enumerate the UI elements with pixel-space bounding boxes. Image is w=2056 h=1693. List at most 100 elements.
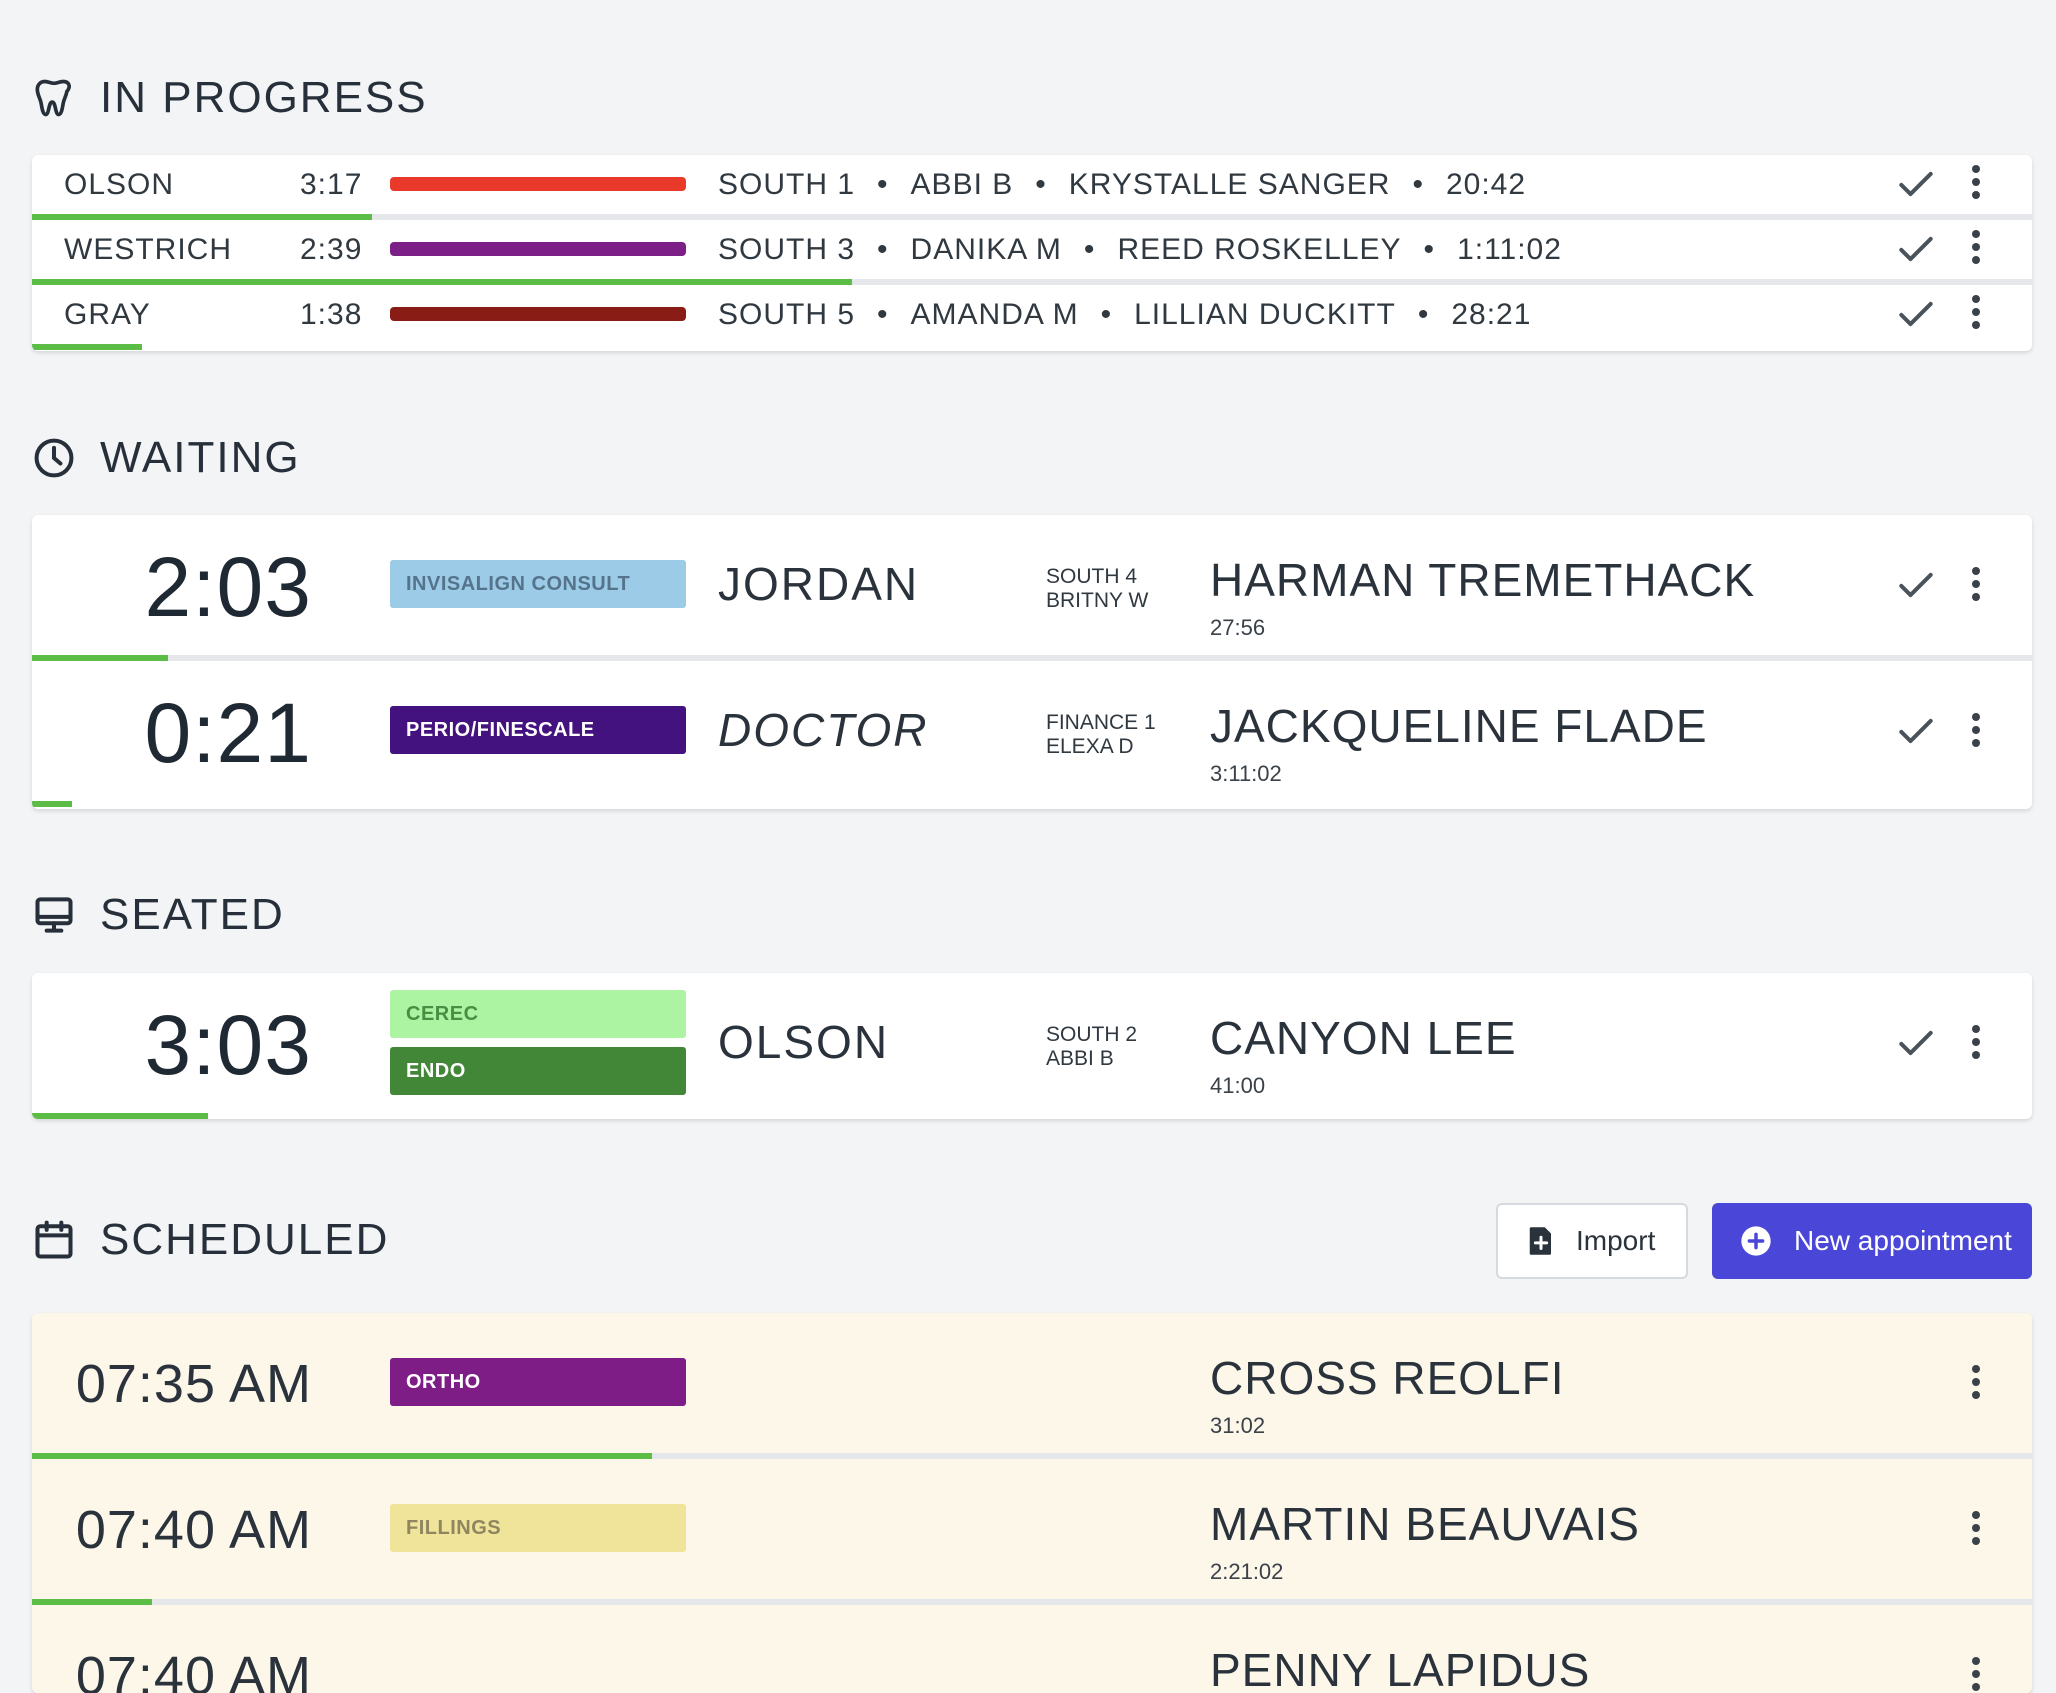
import-button[interactable]: Import xyxy=(1496,1203,1688,1279)
in-progress-row[interactable]: GRAY 1:38 SOUTH 5 • AMANDA M • LILLIAN DUCKI… xyxy=(32,285,2032,350)
patient-name: REED ROSKELLEY xyxy=(1117,233,1402,266)
complete-button[interactable] xyxy=(1894,709,1938,758)
assistant: AMANDA M xyxy=(910,298,1079,331)
in-progress-row[interactable]: WESTRICH 2:39 SOUTH 3 • DANIKA M • REED ROSK… xyxy=(32,220,2032,285)
assistant: DANIKA M xyxy=(910,233,1062,266)
duration: 20:42 xyxy=(1445,168,1527,201)
tooth-icon xyxy=(35,79,71,117)
room: SOUTH 1 xyxy=(718,168,856,201)
progress-bar xyxy=(32,1453,652,1459)
seated-row[interactable]: 3:03 CEREC ENDO OLSON SOUTH 2 ABBI B CANY… xyxy=(32,973,2032,1119)
scheduled-row[interactable]: 07:40 AM PENNY LAPIDUS xyxy=(32,1605,2032,1693)
provider-name: WESTRICH xyxy=(64,233,232,266)
more-options-button[interactable] xyxy=(1972,230,1982,269)
waiting-row[interactable]: 0:21 PERIO/FINESCALE DOCTOR FINANCE 1 ELE… xyxy=(32,661,2032,807)
waiting-row[interactable]: 2:03 INVISALIGN CONSULT JORDAN SOUTH 4 BR… xyxy=(32,515,2032,661)
procedure-tag: ORTHO xyxy=(390,1358,686,1406)
calendar-icon xyxy=(35,1220,73,1259)
elapsed-time: 2:39 xyxy=(300,233,363,266)
separator-dot: • xyxy=(1412,168,1424,201)
more-options-button[interactable] xyxy=(1972,1657,1982,1693)
room: SOUTH 5 xyxy=(718,298,856,331)
assistant: BRITNY W xyxy=(1046,589,1149,612)
section-title: SCHEDULED xyxy=(100,1215,390,1264)
section-title: IN PROGRESS xyxy=(100,73,428,122)
room: SOUTH 3 xyxy=(718,233,856,266)
more-options-button[interactable] xyxy=(1972,567,1982,606)
section-title: WAITING xyxy=(100,433,301,482)
seated-card: 3:03 CEREC ENDO OLSON SOUTH 2 ABBI B CANY… xyxy=(32,973,2032,1119)
section-title: SEATED xyxy=(100,890,285,939)
waiting-card: 2:03 INVISALIGN CONSULT JORDAN SOUTH 4 BR… xyxy=(32,515,2032,809)
procedure-tag: PERIO/FINESCALE xyxy=(390,706,686,754)
progress-bar xyxy=(32,801,72,807)
elapsed-time: 3:17 xyxy=(300,168,363,201)
seated-heading: SEATED xyxy=(32,885,285,945)
scheduled-card: 07:35 AM ORTHO CROSS REOLFI 31:02 07:40 … xyxy=(32,1313,2032,1693)
procedure-tag: CEREC xyxy=(390,990,686,1038)
check-icon xyxy=(1899,1030,1933,1056)
patient-name: MARTIN BEAUVAIS xyxy=(1210,1498,1640,1550)
separator-dot: • xyxy=(877,233,889,266)
waiting-heading: WAITING xyxy=(32,428,301,488)
patient-name: LILLIAN DUCKITT xyxy=(1134,298,1396,331)
scheduled-row[interactable]: 07:35 AM ORTHO CROSS REOLFI 31:02 xyxy=(32,1313,2032,1459)
provider-name: OLSON xyxy=(718,1016,890,1068)
clock-icon xyxy=(34,438,74,478)
room-assistant: FINANCE 1 ELEXA D xyxy=(1046,711,1156,759)
complete-button[interactable] xyxy=(1894,292,1938,341)
separator-dot: • xyxy=(1100,298,1113,331)
more-options-button[interactable] xyxy=(1972,713,1982,752)
appointment-meta: SOUTH 1 • ABBI B • KRYSTALLE SANGER • 20:42 xyxy=(718,155,1526,214)
procedure-tag: ENDO xyxy=(390,1047,686,1095)
duration: 28:21 xyxy=(1451,298,1532,331)
complete-button[interactable] xyxy=(1894,563,1938,612)
procedure-color-bar xyxy=(390,242,686,256)
import-label: Import xyxy=(1576,1225,1656,1256)
provider-name: JORDAN xyxy=(718,558,920,610)
provider-name: GRAY xyxy=(64,298,151,331)
wait-timer: 0:21 xyxy=(144,686,312,780)
complete-button[interactable] xyxy=(1894,227,1938,276)
scheduled-heading: SCHEDULED xyxy=(32,1210,389,1270)
more-options-button[interactable] xyxy=(1972,295,1982,334)
provider-name: DOCTOR xyxy=(718,704,929,756)
patient-name: JACKQUELINE FLADE xyxy=(1210,700,1708,752)
room: SOUTH 4 xyxy=(1046,565,1138,588)
progress-bar xyxy=(32,344,142,350)
plus-circle-icon xyxy=(1741,1226,1771,1256)
check-icon xyxy=(1899,301,1933,327)
duration: 2:21:02 xyxy=(1210,1559,1284,1584)
more-options-button[interactable] xyxy=(1972,1025,1982,1064)
separator-dot: • xyxy=(1035,168,1047,201)
appointment-meta: SOUTH 5 • AMANDA M • LILLIAN DUCKITT • 28:21 xyxy=(718,285,1531,344)
check-icon xyxy=(1899,718,1933,744)
appointment-meta: SOUTH 3 • DANIKA M • REED ROSKELLEY • 1:11:02 xyxy=(718,220,1562,279)
complete-button[interactable] xyxy=(1894,1021,1938,1070)
procedure-tag: FILLINGS xyxy=(390,1504,686,1552)
provider-name: OLSON xyxy=(64,168,175,201)
elapsed-time: 1:38 xyxy=(300,298,363,331)
scheduled-row[interactable]: 07:40 AM FILLINGS MARTIN BEAUVAIS 2:21:0… xyxy=(32,1459,2032,1605)
wait-timer: 2:03 xyxy=(144,540,312,634)
complete-button[interactable] xyxy=(1894,162,1938,211)
patient-name: PENNY LAPIDUS xyxy=(1210,1644,1591,1693)
new-appointment-button[interactable]: New appointment xyxy=(1712,1203,2032,1279)
check-icon xyxy=(1899,572,1933,598)
separator-dot: • xyxy=(1417,298,1430,331)
more-options-button[interactable] xyxy=(1972,165,1982,204)
progress-bar xyxy=(32,1113,208,1119)
more-options-button[interactable] xyxy=(1972,1365,1982,1404)
check-icon xyxy=(1899,171,1933,197)
more-options-button[interactable] xyxy=(1972,1511,1982,1550)
appointment-time: 07:40 AM xyxy=(75,1646,312,1693)
patient-name: CROSS REOLFI xyxy=(1210,1352,1565,1404)
check-icon xyxy=(1899,236,1933,262)
duration: 41:00 xyxy=(1210,1073,1266,1098)
room-assistant: SOUTH 2 ABBI B xyxy=(1046,1023,1137,1071)
duration: 27:56 xyxy=(1210,615,1266,640)
in-progress-row[interactable]: OLSON 3:17 SOUTH 1 • ABBI B • KRYSTALLE SANG… xyxy=(32,155,2032,220)
new-appointment-label: New appointment xyxy=(1794,1225,2012,1256)
file-plus-icon xyxy=(1529,1227,1551,1255)
appointment-time: 07:40 AM xyxy=(75,1500,312,1560)
